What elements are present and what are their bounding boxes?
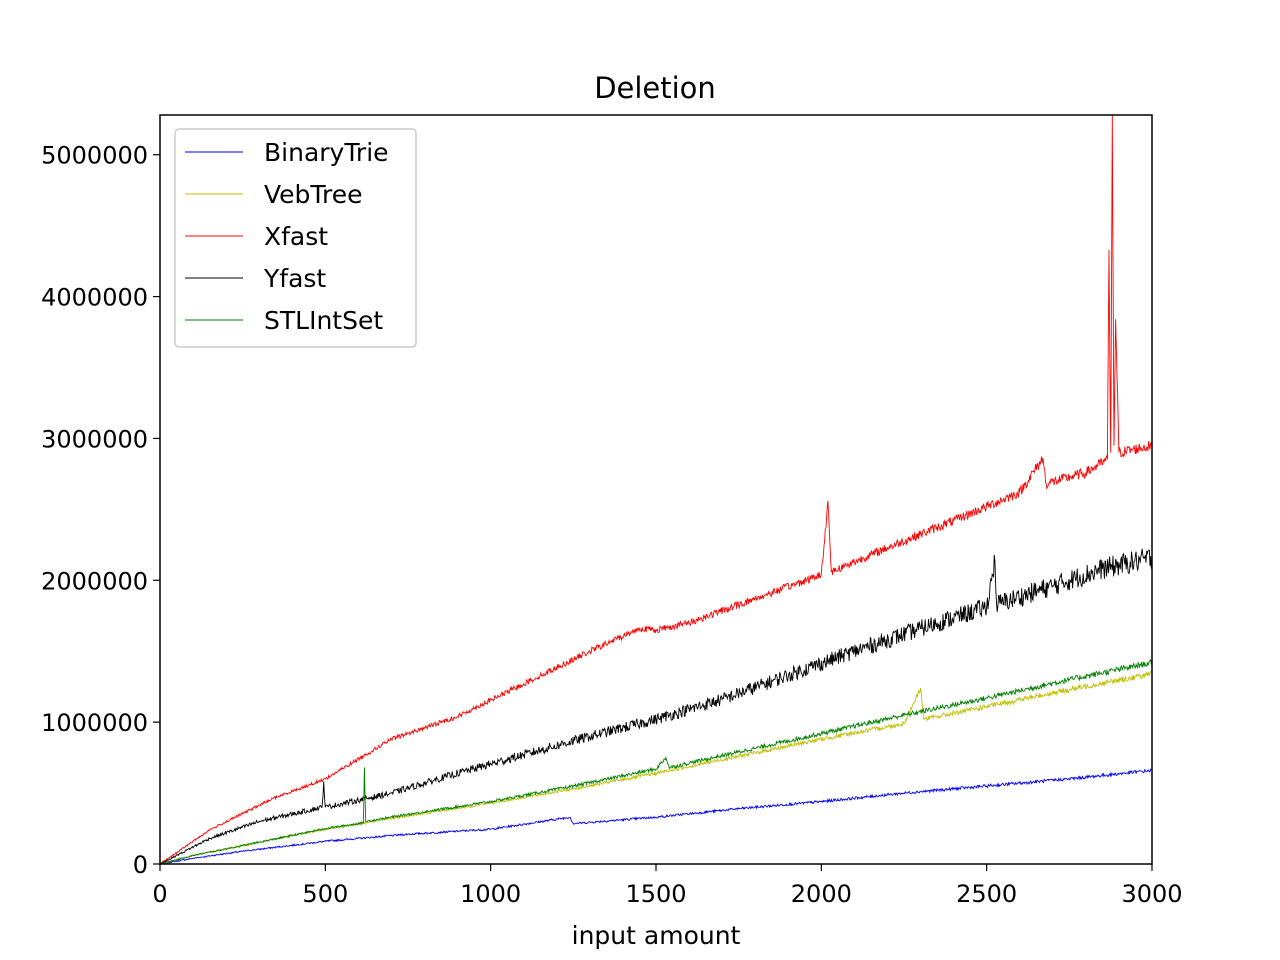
series-line-xfast [159,114,1153,865]
legend-frame [174,128,417,348]
y-tick-label: 3000000 [41,425,148,453]
y-tick-label: 4000000 [41,284,148,312]
x-tick-label: 1500 [625,880,686,908]
series-line-yfast [159,548,1153,865]
y-tick-label: 1000000 [41,709,148,737]
x-tick-label: 500 [302,880,348,908]
legend-label-binarytrie: BinaryTrie [264,138,389,167]
x-tick-label: 3000 [1121,880,1182,908]
chart-title: Deletion [594,71,716,105]
x-tick-label: 2500 [956,880,1017,908]
y-axis: 0 1000000 2000000 3000000 4000000 5000000 [41,142,160,879]
y-tick-label: 2000000 [41,567,148,595]
x-tick-label: 2000 [791,880,852,908]
legend-label-vebtree: VebTree [264,180,363,209]
legend-label-xfast: Xfast [264,222,328,251]
legend: BinaryTrie VebTree Xfast Yfast STLIntSet [174,128,417,348]
x-tick-label: 0 [152,880,167,908]
series-layer [159,114,1153,865]
x-axis: 0 500 1000 1500 2000 2500 3000 [152,864,1183,908]
series-line-stlintset [159,659,1153,865]
series-line-binarytrie [159,768,1153,865]
y-tick-label: 0 [133,851,148,879]
series-line-vebtree [160,670,1153,865]
x-axis-label: input amount [572,921,741,950]
x-tick-label: 1000 [460,880,521,908]
legend-label-yfast: Yfast [263,264,326,293]
legend-label-stlintset: STLIntSet [264,306,383,335]
y-tick-label: 5000000 [41,142,148,170]
